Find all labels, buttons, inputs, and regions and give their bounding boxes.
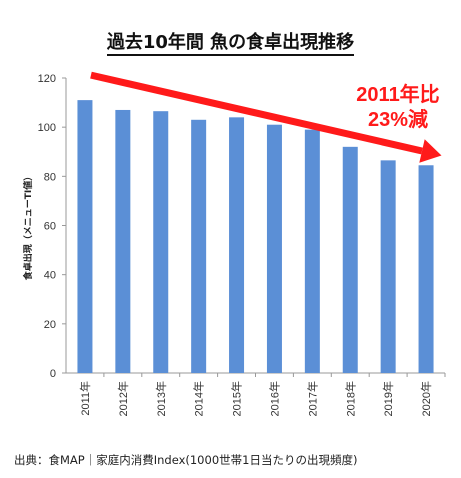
x-tick-label: 2017年 (305, 381, 319, 416)
x-tick-label: 2014年 (192, 381, 206, 416)
y-tick-label: 60 (44, 221, 56, 233)
source-note: 出典：食MAP｜家庭内消費Index(1000世帯1日当たりの出現頻度) (14, 453, 358, 467)
bar (229, 117, 245, 373)
bar (77, 100, 93, 373)
y-tick-label: 40 (44, 270, 56, 282)
y-tick-label: 20 (44, 319, 56, 331)
x-tick-label: 2012年 (116, 381, 130, 416)
bar (380, 160, 396, 373)
x-tick-label: 2013年 (154, 381, 168, 416)
bar (115, 109, 131, 373)
chart-title: 過去10年間 魚の食卓出現推移 (0, 28, 461, 56)
x-tick-label: 2011年 (78, 381, 92, 416)
x-tick-label: 2016年 (267, 381, 281, 416)
y-tick-label: 80 (44, 171, 56, 183)
x-tick-labels: 2011年 2012年 2013年 2014年 2015年 2016年 2017年 2018年… (78, 373, 446, 416)
bar (153, 111, 169, 373)
y-tick-label: 100 (38, 122, 56, 134)
bar (266, 124, 282, 373)
trend-arrow-shaft (90, 71, 423, 155)
bar (342, 146, 358, 373)
trend-arrow-head (419, 139, 442, 163)
x-tick-label: 2015年 (230, 381, 244, 416)
bar (418, 165, 434, 373)
trend-arrow (90, 71, 442, 163)
y-tick-label: 120 (38, 73, 56, 85)
y-tick-labels: 0 20 40 60 80 100 120 (38, 73, 66, 380)
chart-bars (77, 100, 434, 374)
bar (191, 119, 207, 374)
bar (304, 129, 320, 373)
annotation-line1: 2011年比 (356, 82, 439, 106)
y-tick-label: 0 (50, 368, 56, 380)
x-tick-label: 2019年 (381, 381, 395, 416)
x-tick-label: 2020年 (419, 381, 433, 416)
annotation-line2: 23%減 (368, 107, 428, 131)
x-tick-label: 2018年 (343, 381, 357, 416)
y-axis-label: 食卓出現（メニューTI値） (22, 172, 34, 282)
